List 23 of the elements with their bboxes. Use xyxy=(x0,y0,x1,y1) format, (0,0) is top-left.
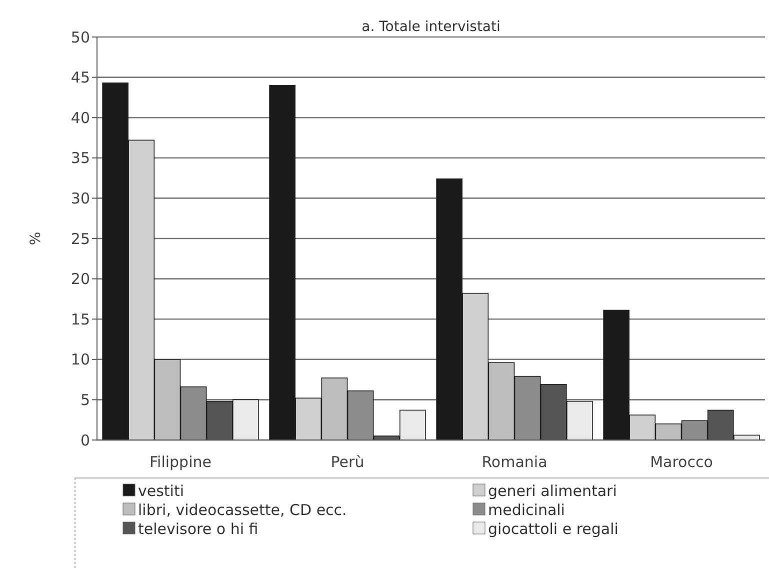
y-tick-label: 0 xyxy=(80,431,90,450)
y-tick-label: 35 xyxy=(70,149,90,168)
y-tick-label: 10 xyxy=(70,350,90,369)
chart-title: a. Totale intervistati xyxy=(362,19,500,35)
x-tick-label: Romania xyxy=(482,453,548,471)
y-tick-label: 5 xyxy=(80,390,90,409)
legend-label: libri, videocassette, CD ecc. xyxy=(138,501,347,519)
legend-label: vestiti xyxy=(138,482,184,500)
y-tick-label: 30 xyxy=(70,189,90,208)
y-tick-label: 40 xyxy=(70,108,90,127)
x-tick-label: Marocco xyxy=(650,453,713,471)
y-tick-label: 45 xyxy=(70,68,90,87)
y-tick-label: 15 xyxy=(70,310,90,328)
x-tick-label: Perù xyxy=(330,453,364,471)
y-tick-label: 50 xyxy=(70,28,90,46)
legend-label: giocattoli e regali xyxy=(488,520,618,538)
legend-label: televisore o hi fi xyxy=(138,520,258,538)
y-tick-label: 25 xyxy=(70,230,90,248)
y-tick-label: 20 xyxy=(70,270,90,288)
y-axis-title: % xyxy=(28,232,44,246)
legend-label: medicinali xyxy=(488,501,565,519)
x-tick-label: Filippine xyxy=(150,453,212,471)
legend-label: generi alimentari xyxy=(488,482,617,500)
